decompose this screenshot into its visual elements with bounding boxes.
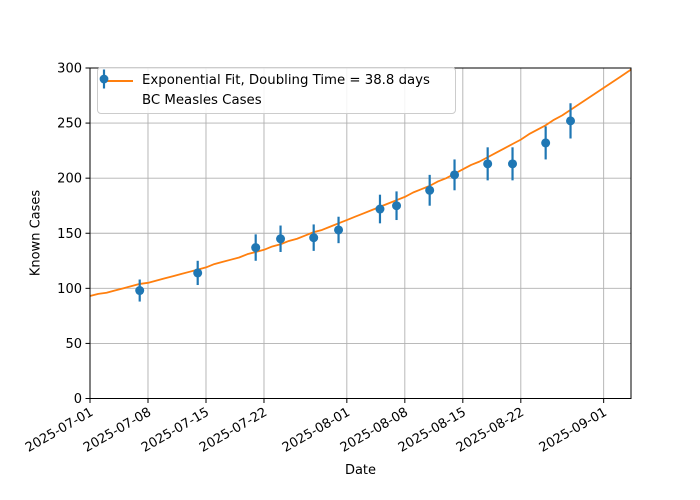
data-point bbox=[566, 116, 576, 126]
data-point bbox=[450, 170, 460, 180]
legend-label-cases: BC Measles Cases bbox=[142, 92, 262, 108]
data-point bbox=[508, 159, 518, 169]
y-tick-label: 0 bbox=[74, 392, 82, 407]
data-point bbox=[309, 233, 319, 243]
data-point bbox=[375, 204, 385, 214]
errorbar-marker-icon bbox=[99, 69, 109, 89]
data-point bbox=[251, 243, 261, 253]
data-point bbox=[135, 286, 145, 296]
data-point bbox=[392, 201, 402, 211]
y-axis-title: Known Cases bbox=[28, 189, 44, 277]
data-point bbox=[425, 185, 435, 195]
y-tick-label: 150 bbox=[57, 227, 82, 242]
data-point bbox=[541, 138, 551, 148]
data-point bbox=[334, 225, 344, 235]
legend-entry-fit: Exponential Fit, Doubling Time = 38.8 da… bbox=[106, 71, 447, 90]
x-axis-title: Date bbox=[344, 463, 377, 478]
fit-line-swatch bbox=[106, 79, 133, 82]
x-tick-label: 2025-09-01 bbox=[537, 405, 610, 456]
data-point bbox=[193, 268, 203, 278]
data-point bbox=[483, 159, 493, 169]
legend-label-fit: Exponential Fit, Doubling Time = 38.8 da… bbox=[142, 73, 430, 89]
y-tick-label: 250 bbox=[57, 117, 82, 132]
legend-handle-fit bbox=[106, 79, 133, 82]
legend-entry-cases: BC Measles Cases bbox=[99, 69, 447, 110]
data-point bbox=[276, 234, 286, 244]
fit-line bbox=[89, 68, 632, 297]
y-tick-label: 50 bbox=[65, 337, 82, 352]
legend: Exponential Fit, Doubling Time = 38.8 da… bbox=[97, 67, 456, 114]
y-tick-label: 300 bbox=[57, 62, 82, 77]
y-tick-label: 100 bbox=[57, 282, 82, 297]
y-tick-label: 200 bbox=[57, 172, 82, 187]
